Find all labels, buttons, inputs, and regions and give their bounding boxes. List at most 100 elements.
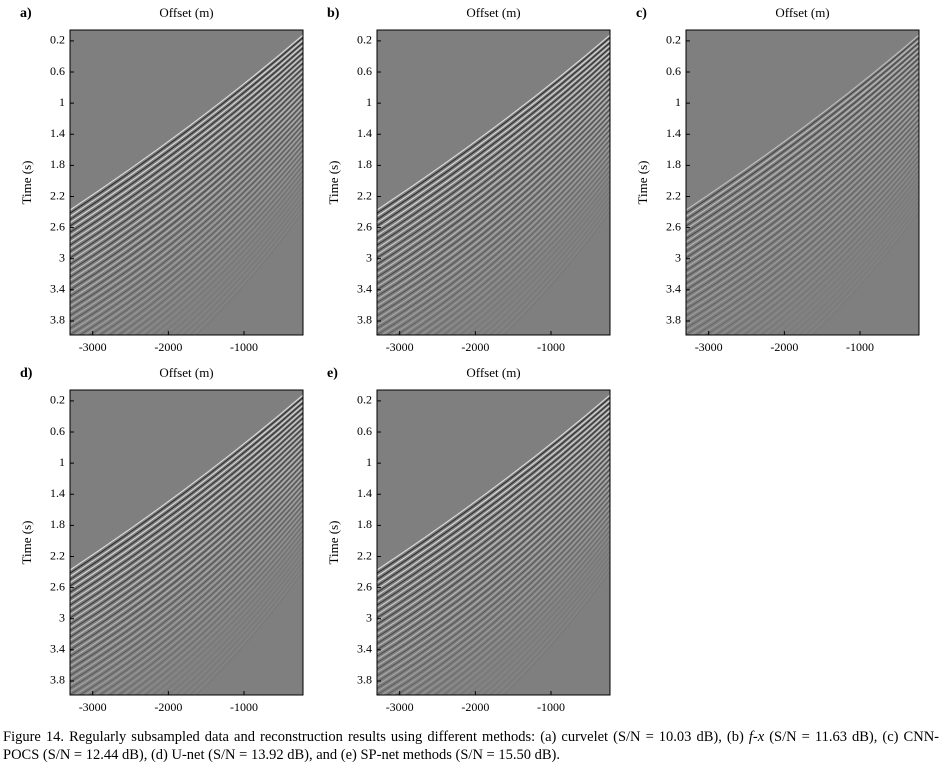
seismic-event	[377, 116, 610, 313]
x-tick-label: -3000	[386, 700, 414, 714]
seismic-event	[405, 149, 610, 335]
seismic-event	[377, 85, 610, 275]
y-tick-label: 3.8	[357, 313, 372, 327]
seismic-event	[156, 183, 303, 335]
seismic-event	[70, 466, 303, 661]
seismic-event	[88, 504, 303, 695]
seismic-event	[686, 129, 919, 329]
seismic-event	[489, 201, 610, 335]
seismic-event	[467, 185, 610, 335]
y-tick-label: 1.8	[357, 517, 372, 531]
y-tick-label: 2.6	[50, 579, 65, 593]
seismic-event	[433, 165, 610, 335]
seismic-background	[686, 30, 919, 335]
seismic-event	[70, 471, 303, 667]
seismic-event	[377, 101, 610, 294]
x-tick-label: -1000	[537, 340, 565, 354]
x-tick-label: -2000	[154, 700, 182, 714]
seismic-event	[189, 206, 303, 335]
seismic-event	[686, 96, 919, 288]
panel-label: a)	[20, 6, 32, 21]
seismic-event	[719, 152, 919, 335]
seismic-event	[433, 525, 610, 695]
seismic-event	[70, 463, 303, 657]
seismic-event	[686, 34, 919, 211]
seismic-event	[143, 535, 303, 695]
seismic-event	[377, 126, 610, 326]
seismic-event	[377, 60, 610, 243]
seismic-event	[686, 78, 919, 265]
y-tick-label: 1.8	[666, 157, 681, 171]
seismic-event	[175, 555, 303, 695]
seismic-event	[70, 34, 303, 211]
seismic-event	[70, 430, 303, 616]
seismic-event	[686, 62, 919, 246]
y-tick-label: 3.4	[50, 642, 65, 656]
seismic-event	[391, 142, 610, 335]
seismic-event	[70, 101, 303, 294]
seismic-event	[474, 190, 610, 335]
seismic-event	[84, 502, 303, 695]
seismic-event	[70, 93, 303, 285]
seismic-event	[429, 522, 610, 695]
seismic-event	[377, 57, 610, 240]
seismic-event	[93, 507, 303, 695]
y-tick-label: 3.8	[50, 313, 65, 327]
seismic-event	[167, 550, 303, 695]
panel-label: e)	[327, 366, 338, 381]
seismic-event	[377, 466, 610, 661]
seismic-event	[377, 55, 610, 237]
seismic-event	[686, 60, 919, 243]
seismic-event	[694, 139, 919, 335]
seismic-event	[70, 52, 303, 233]
seismic-event	[450, 535, 610, 695]
y-tick-label: 1	[675, 95, 681, 109]
seismic-event	[135, 170, 303, 335]
seismic-event	[686, 47, 919, 227]
seismic-event	[70, 67, 303, 253]
seismic-event	[377, 448, 610, 638]
seismic-event	[377, 39, 610, 217]
seismic-event	[377, 415, 610, 597]
seismic-event	[377, 456, 610, 648]
seismic-event	[424, 520, 610, 695]
seismic-event	[499, 568, 610, 695]
caption-text: Figure 14. Regularly subsampled data and…	[3, 729, 749, 745]
seismic-event	[167, 190, 303, 335]
seismic-background	[377, 390, 610, 695]
x-tick-label: -3000	[695, 340, 723, 354]
seismic-event	[377, 90, 610, 281]
seismic-event	[70, 108, 303, 304]
y-tick-label: 2.2	[357, 188, 372, 202]
seismic-event	[70, 473, 303, 670]
seismic-event	[152, 540, 303, 695]
seismic-event	[415, 154, 610, 335]
seismic-event	[192, 208, 303, 335]
seismic-event	[103, 512, 303, 695]
seismic-event	[70, 65, 303, 249]
y-tick-label: 3.8	[50, 673, 65, 687]
seismic-event	[178, 198, 303, 335]
seismic-event	[84, 142, 303, 335]
seismic-event	[131, 527, 303, 695]
x-tick-label: -2000	[461, 700, 489, 714]
seismic-event	[70, 407, 303, 587]
seismic-event	[70, 80, 303, 269]
seismic-event	[70, 404, 303, 584]
seismic-event	[377, 425, 610, 609]
seismic-event	[160, 545, 303, 695]
seismic-event	[686, 39, 919, 217]
seismic-event	[377, 494, 610, 695]
y-tick-label: 2.2	[50, 548, 65, 562]
seismic-event	[377, 476, 610, 673]
seismic-event	[686, 113, 919, 310]
x-axis-title: Offset (m)	[466, 5, 520, 20]
seismic-event	[70, 126, 303, 326]
seismic-event	[182, 201, 303, 335]
seismic-event	[478, 553, 610, 695]
seismic-event	[70, 73, 303, 259]
seismic-event	[377, 481, 610, 680]
seismic-event	[377, 106, 610, 301]
y-tick-label: 0.6	[50, 64, 65, 78]
seismic-event	[686, 49, 919, 230]
